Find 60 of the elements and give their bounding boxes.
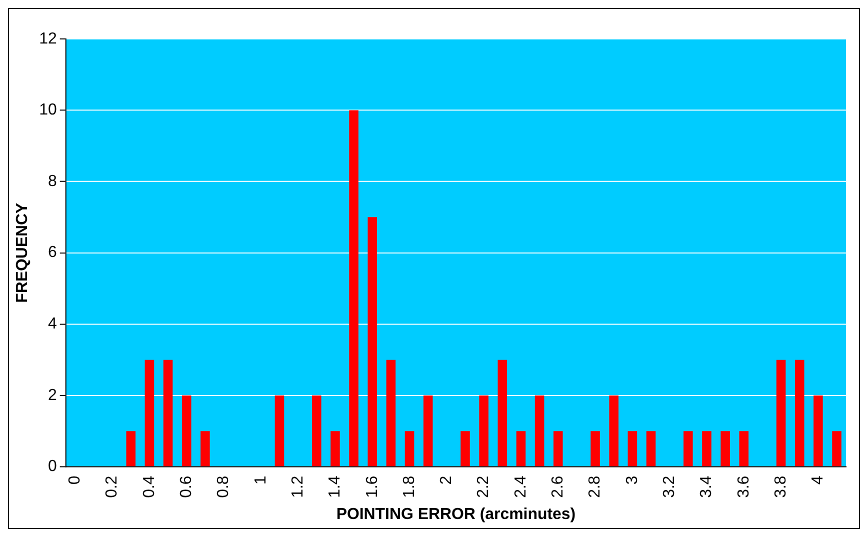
x-axis-title: POINTING ERROR (arcminutes)	[336, 506, 576, 523]
y-tick-label: 4	[48, 316, 58, 333]
x-tick-label: 0.8	[215, 476, 232, 498]
y-tick-label: 6	[48, 244, 58, 262]
bar	[590, 431, 600, 466]
bar	[646, 431, 656, 466]
x-tick-label: 1.4	[326, 476, 344, 498]
x-tick-label: 1.2	[289, 476, 306, 498]
bar	[684, 431, 693, 466]
bar	[814, 395, 823, 466]
x-tick-label: 0	[66, 476, 84, 485]
bar	[479, 395, 488, 466]
bar	[516, 431, 526, 466]
x-tick-label: 2.4	[512, 476, 530, 498]
bar	[739, 431, 749, 466]
y-axis-title: FREQUENCY	[14, 202, 31, 303]
bar	[200, 431, 210, 466]
y-tick-label: 10	[39, 102, 58, 119]
y-tick-label: 2	[48, 386, 58, 404]
bar	[498, 360, 508, 466]
y-tick-label: 12	[39, 30, 58, 48]
x-tick-label: 3.8	[772, 476, 790, 498]
bar	[534, 395, 544, 466]
bar	[349, 110, 358, 466]
bar	[423, 395, 433, 466]
bar	[330, 431, 340, 466]
bar	[776, 360, 786, 466]
x-tick-label: 0.4	[140, 476, 158, 498]
bar	[274, 395, 284, 466]
x-tick-label: 2.2	[475, 476, 492, 498]
bar	[460, 431, 470, 466]
bar	[720, 431, 730, 466]
bar	[368, 217, 378, 466]
bar	[163, 360, 173, 466]
x-tick-label: 2	[438, 476, 456, 485]
x-tick-label: 4	[810, 476, 827, 485]
bar	[182, 395, 192, 466]
x-tick-label: 2.6	[550, 476, 567, 498]
bar	[386, 360, 396, 466]
bar	[126, 431, 136, 466]
bar	[794, 360, 804, 466]
bar	[404, 431, 414, 466]
x-tick-label: 3	[624, 476, 641, 485]
x-tick-label: 0.6	[178, 476, 196, 498]
x-tick-label: 1	[252, 476, 270, 485]
x-tick-label: 3.6	[735, 476, 752, 498]
bar	[628, 431, 638, 466]
x-tick-label: 2.8	[586, 476, 604, 498]
bar	[553, 431, 563, 466]
bar	[832, 431, 842, 466]
x-tick-label: 1.6	[364, 476, 381, 498]
y-tick-label: 8	[48, 172, 58, 190]
x-tick-label: 0.2	[104, 476, 121, 498]
bar	[609, 395, 618, 466]
x-tick-label: 3.2	[660, 476, 678, 498]
bar	[312, 395, 322, 466]
x-tick-label: 1.8	[400, 476, 418, 498]
x-tick-label: 3.4	[698, 476, 716, 498]
bar	[144, 360, 154, 466]
bar	[702, 431, 712, 466]
